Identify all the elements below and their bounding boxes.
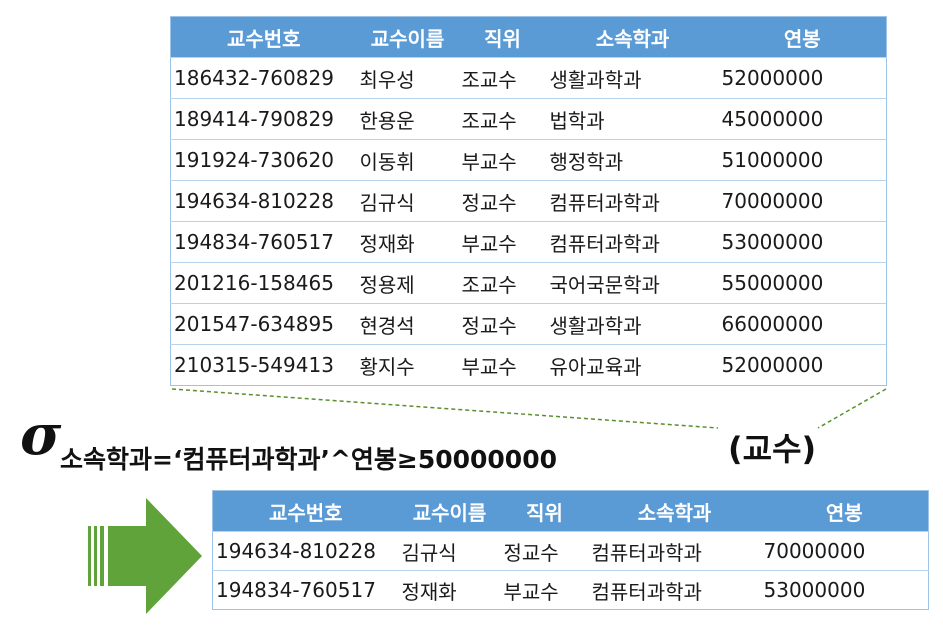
arrow-stripe xyxy=(100,526,104,586)
cell-department: 컴퓨터과학과 xyxy=(588,531,761,571)
cell-salary: 66000000 xyxy=(718,303,887,345)
cell-name: 정재화 xyxy=(356,221,459,263)
column-header-department: 소속학과 xyxy=(588,490,761,532)
cell-position: 부교수 xyxy=(458,221,547,263)
header-row: 교수번호 교수이름 직위 소속학과 연봉 xyxy=(170,16,887,58)
column-header-id: 교수번호 xyxy=(212,490,399,532)
cell-position: 부교수 xyxy=(458,344,547,386)
table-row: 191924-730620 이동휘 부교수 행정학과 51000000 xyxy=(170,139,887,181)
arrow-icon xyxy=(108,498,202,614)
selection-expression: σ 소속학과=‘컴퓨터과학과’^연봉≥50000000 (교수) xyxy=(20,402,860,480)
cell-salary: 70000000 xyxy=(760,531,929,571)
cell-name: 김규식 xyxy=(356,180,459,222)
cell-salary: 55000000 xyxy=(718,262,887,304)
cell-salary: 52000000 xyxy=(718,57,887,99)
cell-department: 생활과학과 xyxy=(546,57,719,99)
column-header-name: 교수이름 xyxy=(356,16,459,58)
cell-department: 컴퓨터과학과 xyxy=(588,570,761,610)
professor-table: 교수번호 교수이름 직위 소속학과 연봉 186432-760829 최우성 조… xyxy=(170,16,887,386)
cell-id: 186432-760829 xyxy=(170,57,357,99)
cell-name: 황지수 xyxy=(356,344,459,386)
cell-name: 최우성 xyxy=(356,57,459,99)
cell-position: 조교수 xyxy=(458,262,547,304)
cell-salary: 51000000 xyxy=(718,139,887,181)
arrow-stripe xyxy=(94,526,97,586)
connector-line-left xyxy=(171,388,719,429)
cell-salary: 52000000 xyxy=(718,344,887,386)
cell-department: 행정학과 xyxy=(546,139,719,181)
cell-name: 이동휘 xyxy=(356,139,459,181)
cell-department: 유아교육과 xyxy=(546,344,719,386)
cell-salary: 70000000 xyxy=(718,180,887,222)
column-header-position: 직위 xyxy=(458,16,547,58)
table-row: 201216-158465 정용제 조교수 국어국문학과 55000000 xyxy=(170,262,887,304)
sigma-symbol: σ xyxy=(20,402,62,468)
cell-id: 194634-810228 xyxy=(212,531,399,571)
column-header-id: 교수번호 xyxy=(170,16,357,58)
cell-salary: 53000000 xyxy=(760,570,929,610)
column-header-department: 소속학과 xyxy=(546,16,719,58)
table-row: 186432-760829 최우성 조교수 생활과학과 52000000 xyxy=(170,57,887,99)
arrow-stripe xyxy=(88,526,91,586)
cell-id: 194634-810228 xyxy=(170,180,357,222)
table-row: 194834-760517 정재화 부교수 컴퓨터과학과 53000000 xyxy=(212,570,929,610)
relation-name: (교수) xyxy=(728,430,817,468)
table-row: 194634-810228 김규식 정교수 컴퓨터과학과 70000000 xyxy=(170,180,887,222)
cell-name: 현경석 xyxy=(356,303,459,345)
table-row: 194834-760517 정재화 부교수 컴퓨터과학과 53000000 xyxy=(170,221,887,263)
cell-position: 조교수 xyxy=(458,57,547,99)
cell-department: 생활과학과 xyxy=(546,303,719,345)
table-row: 201547-634895 현경석 정교수 생활과학과 66000000 xyxy=(170,303,887,345)
cell-id: 194834-760517 xyxy=(170,221,357,263)
column-header-salary: 연봉 xyxy=(718,16,887,58)
cell-id: 201547-634895 xyxy=(170,303,357,345)
cell-name: 한용운 xyxy=(356,98,459,140)
table-row: 194634-810228 김규식 정교수 컴퓨터과학과 70000000 xyxy=(212,531,929,571)
cell-name: 김규식 xyxy=(398,531,501,571)
cell-id: 194834-760517 xyxy=(212,570,399,610)
column-header-position: 직위 xyxy=(500,490,589,532)
cell-name: 정재화 xyxy=(398,570,501,610)
cell-position: 정교수 xyxy=(458,303,547,345)
cell-id: 191924-730620 xyxy=(170,139,357,181)
cell-department: 법학과 xyxy=(546,98,719,140)
cell-id: 210315-549413 xyxy=(170,344,357,386)
cell-department: 컴퓨터과학과 xyxy=(546,180,719,222)
cell-department: 컴퓨터과학과 xyxy=(546,221,719,263)
cell-id: 189414-790829 xyxy=(170,98,357,140)
cell-position: 조교수 xyxy=(458,98,547,140)
table-row: 210315-549413 황지수 부교수 유아교육과 52000000 xyxy=(170,344,887,386)
column-header-name: 교수이름 xyxy=(398,490,501,532)
selection-condition: 소속학과=‘컴퓨터과학과’^연봉≥50000000 xyxy=(60,445,557,474)
cell-position: 정교수 xyxy=(500,531,589,571)
table-row: 189414-790829 한용운 조교수 법학과 45000000 xyxy=(170,98,887,140)
connector-line-right xyxy=(817,388,887,429)
cell-salary: 45000000 xyxy=(718,98,887,140)
result-table: 교수번호 교수이름 직위 소속학과 연봉 194634-810228 김규식 정… xyxy=(212,490,929,610)
cell-department: 국어국문학과 xyxy=(546,262,719,304)
cell-name: 정용제 xyxy=(356,262,459,304)
cell-position: 부교수 xyxy=(500,570,589,610)
cell-salary: 53000000 xyxy=(718,221,887,263)
cell-position: 정교수 xyxy=(458,180,547,222)
header-row: 교수번호 교수이름 직위 소속학과 연봉 xyxy=(212,490,929,532)
cell-position: 부교수 xyxy=(458,139,547,181)
column-header-salary: 연봉 xyxy=(760,490,929,532)
cell-id: 201216-158465 xyxy=(170,262,357,304)
